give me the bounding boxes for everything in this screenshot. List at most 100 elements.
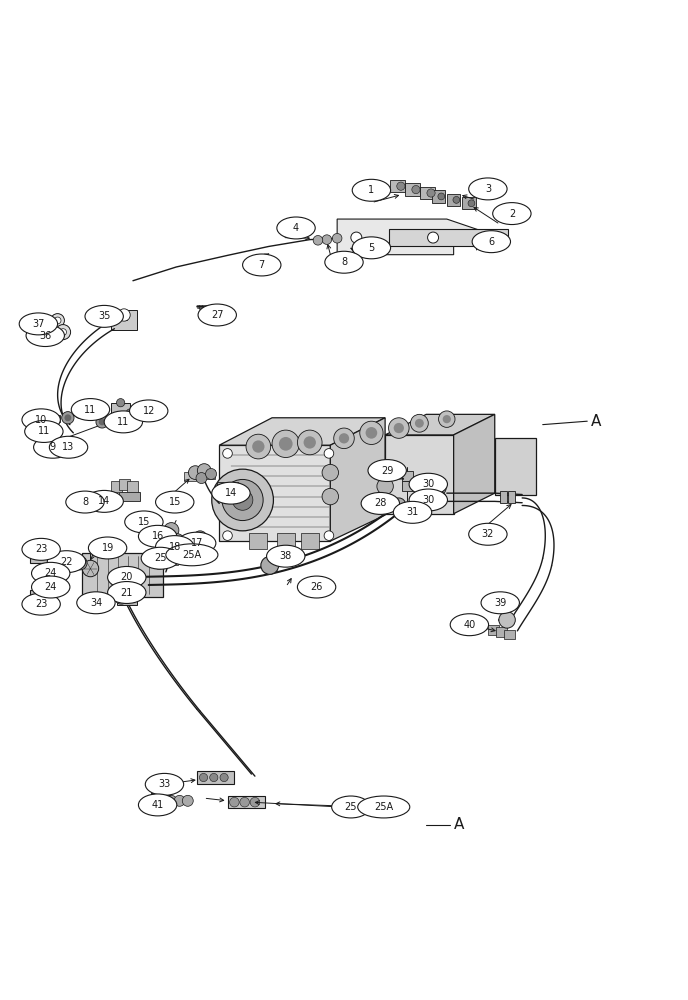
Circle shape [210, 773, 218, 782]
Ellipse shape [22, 593, 61, 615]
Ellipse shape [352, 237, 391, 259]
Bar [402, 471, 413, 481]
Bar [447, 194, 460, 206]
Polygon shape [495, 438, 536, 495]
Circle shape [197, 464, 211, 477]
Ellipse shape [47, 551, 86, 573]
Text: 27: 27 [211, 310, 224, 320]
Circle shape [114, 574, 128, 588]
Text: 41: 41 [151, 800, 164, 810]
Ellipse shape [26, 325, 65, 347]
Circle shape [153, 557, 165, 569]
Circle shape [118, 309, 130, 321]
Circle shape [297, 430, 322, 455]
Bar [111, 481, 122, 492]
Ellipse shape [409, 473, 447, 495]
Bar [30, 544, 56, 563]
Ellipse shape [450, 614, 488, 636]
Text: 31: 31 [407, 507, 418, 517]
Circle shape [351, 232, 362, 243]
Text: 2: 2 [508, 209, 515, 219]
Circle shape [116, 419, 125, 427]
Circle shape [65, 414, 72, 421]
Circle shape [206, 468, 217, 479]
Circle shape [182, 795, 193, 806]
Circle shape [116, 399, 125, 407]
Polygon shape [337, 219, 481, 255]
Bar [43, 415, 60, 422]
Circle shape [200, 773, 208, 782]
Bar [111, 403, 130, 423]
Circle shape [392, 498, 406, 512]
Circle shape [62, 412, 74, 424]
Circle shape [365, 427, 377, 439]
Text: 29: 29 [381, 466, 394, 476]
Ellipse shape [125, 511, 163, 533]
Circle shape [220, 773, 228, 782]
Text: 26: 26 [310, 582, 323, 592]
Polygon shape [453, 414, 495, 514]
Ellipse shape [409, 489, 447, 511]
Circle shape [427, 189, 435, 197]
Ellipse shape [104, 411, 142, 433]
Circle shape [74, 406, 87, 418]
Circle shape [47, 549, 55, 558]
Circle shape [324, 531, 334, 540]
Circle shape [377, 461, 394, 477]
Ellipse shape [77, 592, 115, 614]
Text: 40: 40 [463, 620, 475, 630]
Circle shape [272, 430, 299, 458]
Circle shape [189, 466, 202, 479]
Circle shape [252, 440, 264, 453]
Ellipse shape [166, 544, 218, 566]
Circle shape [40, 596, 48, 604]
Ellipse shape [145, 773, 184, 795]
Circle shape [250, 797, 259, 807]
Ellipse shape [34, 436, 72, 458]
Circle shape [453, 196, 460, 203]
Ellipse shape [107, 582, 146, 603]
Ellipse shape [155, 536, 194, 558]
Circle shape [322, 488, 338, 505]
Text: 20: 20 [120, 572, 133, 582]
Ellipse shape [89, 537, 127, 559]
Bar [119, 479, 130, 490]
Text: 30: 30 [422, 495, 434, 505]
Bar [203, 470, 215, 479]
Text: 6: 6 [488, 237, 495, 247]
Ellipse shape [138, 525, 177, 547]
Text: 28: 28 [374, 498, 387, 508]
Circle shape [303, 436, 316, 449]
Ellipse shape [25, 421, 63, 442]
Circle shape [51, 314, 65, 327]
Circle shape [54, 317, 61, 324]
Circle shape [411, 414, 429, 432]
Circle shape [433, 482, 446, 495]
Bar [116, 591, 137, 605]
Bar [504, 630, 515, 639]
Circle shape [193, 531, 207, 545]
Circle shape [33, 549, 41, 558]
Ellipse shape [178, 532, 216, 554]
Bar [508, 491, 515, 503]
Text: 25: 25 [345, 802, 357, 812]
Text: 33: 33 [158, 779, 171, 789]
Circle shape [417, 502, 429, 514]
Polygon shape [219, 418, 385, 445]
Text: 25A: 25A [182, 550, 202, 560]
Bar [127, 481, 138, 492]
Circle shape [49, 566, 61, 578]
Circle shape [223, 449, 233, 458]
Circle shape [196, 473, 207, 484]
Ellipse shape [352, 179, 391, 201]
Bar [217, 482, 238, 491]
Ellipse shape [66, 491, 104, 513]
Bar [420, 187, 435, 199]
Circle shape [60, 329, 67, 336]
Circle shape [74, 556, 87, 570]
Circle shape [339, 433, 349, 443]
Text: 30: 30 [422, 479, 434, 489]
Text: 19: 19 [101, 543, 114, 553]
Circle shape [233, 490, 253, 510]
Polygon shape [389, 229, 508, 246]
